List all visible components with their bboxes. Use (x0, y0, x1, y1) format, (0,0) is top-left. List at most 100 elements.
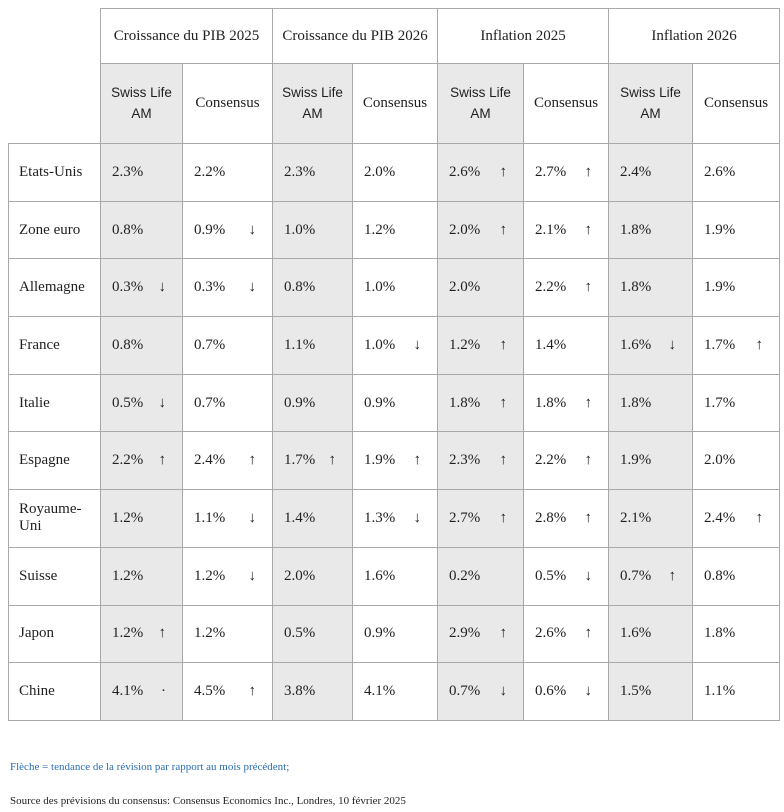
cell-content: 1.4% (274, 510, 352, 527)
country-label: Espagne (8, 431, 101, 491)
forecast-value: 2.2% (535, 279, 567, 296)
swiss-life-am-value-cell: 1.8% ↑ (437, 373, 525, 433)
table-row: Italie 0.5% ↓ 0.7% 0.9% 0.9% 1.8% ↑ 1.8% ↑ 1.8% 1.7… (8, 373, 781, 433)
swiss-life-am-value-cell: 1.6% ↓ (608, 316, 694, 375)
cell-content: 0.5% ↓ (525, 568, 608, 585)
consensus-value-cell: 1.9% (692, 258, 781, 318)
cell-content: 1.0% (274, 221, 352, 239)
swiss-life-am-value-cell: 2.0% (272, 546, 354, 606)
swiss-life-am-value-cell: 0.2% (437, 546, 525, 606)
consensus-value-cell: 2.0% (692, 431, 781, 491)
swiss-life-am-value-cell: 1.5% (608, 662, 694, 721)
cell-content: 1.2% (102, 568, 182, 585)
up-arrow-icon: ↑ (248, 452, 257, 469)
consensus-value-cell: 1.1% ↓ (181, 489, 274, 548)
consensus-value-cell: 1.2% ↓ (181, 546, 274, 606)
consensus-value-cell: 1.0% ↓ (352, 316, 439, 375)
forecast-value: 1.9% (704, 279, 736, 296)
country-label: Chine (8, 662, 101, 721)
up-arrow-icon: ↑ (584, 625, 593, 642)
forecast-value: 0.8% (112, 221, 144, 238)
forecast-value: 1.2% (194, 567, 226, 584)
cell-content: 1.6% ↓ (610, 336, 692, 354)
forecast-value: 1.2% (112, 509, 144, 526)
forecast-value: 1.4% (535, 336, 567, 353)
cell-content: 2.1% ↑ (525, 221, 608, 239)
cell-content: 1.7% (694, 395, 779, 412)
down-arrow-icon: ↓ (413, 509, 422, 526)
forecast-value: 2.0% (449, 221, 481, 238)
cell-content: 0.7% (184, 336, 272, 354)
up-arrow-icon: ↑ (755, 336, 764, 353)
down-arrow-icon: ↓ (499, 683, 508, 700)
forecast-value: 0.7% (194, 336, 226, 353)
cell-content: 1.0% (354, 279, 437, 296)
up-arrow-icon: ↑ (584, 221, 593, 238)
swiss-life-am-value-cell: 1.8% (608, 373, 694, 433)
swiss-life-am-value-cell: 0.5% ↓ (100, 373, 183, 433)
swiss-life-am-value-cell: 1.1% (272, 316, 354, 375)
consensus-value-cell: 2.2% (181, 143, 274, 202)
forecast-value: 2.1% (620, 509, 652, 526)
cell-content: 3.8% (274, 683, 352, 700)
swiss-life-am-value-cell: 2.9% ↑ (437, 604, 525, 664)
cell-content: 0.9% (274, 394, 352, 412)
forecast-value: 2.6% (535, 625, 567, 642)
cell-content: 1.6% (610, 625, 692, 642)
consensus-value-cell: 0.9% ↓ (181, 200, 274, 260)
consensus-value-cell: 1.9% (692, 200, 781, 260)
cell-content: 0.6% ↓ (525, 683, 608, 700)
forecast-value: 0.9% (284, 394, 316, 411)
group-header-pib-2025: Croissance du PIB 2025 (99, 8, 274, 64)
cell-content: 1.8% (610, 279, 692, 296)
swiss-life-am-value-cell: 2.4% (608, 143, 694, 202)
up-arrow-icon: ↑ (499, 163, 508, 180)
forecast-value: 1.8% (535, 394, 567, 411)
sub-header-consensus: Consensus (523, 63, 610, 144)
table-row: Suisse 1.2% 1.2% ↓ 2.0% 1.6% 0.2% 0.5% ↓ 0.7% ↑ 0.8… (8, 546, 781, 606)
consensus-value-cell: 1.7% ↑ (692, 316, 781, 375)
cell-content: 1.2% (102, 509, 182, 527)
up-arrow-icon: ↑ (499, 452, 508, 469)
swiss-life-am-value-cell: 1.9% (608, 431, 694, 491)
table-body: Etats-Unis 2.3% 2.2% 2.3% 2.0% 2.6% ↑ 2.7% ↑ 2.4%… (8, 143, 781, 721)
cell-content: 0.7% (184, 394, 272, 412)
cell-content: 4.1% (354, 683, 437, 700)
cell-content: 2.1% (610, 509, 692, 527)
forecast-value: 2.3% (112, 163, 144, 180)
forecast-value: 0.7% (194, 394, 226, 411)
forecast-value: 0.3% (112, 279, 144, 296)
forecast-value: 2.0% (284, 567, 316, 584)
forecast-value: 0.8% (112, 336, 144, 353)
cell-content: 2.0% (274, 567, 352, 585)
consensus-value-cell: 1.2% (181, 604, 274, 664)
down-arrow-icon: ↓ (668, 336, 677, 353)
up-arrow-icon: ↑ (755, 509, 764, 526)
swiss-life-am-value-cell: 2.0% (437, 258, 525, 318)
consensus-value-cell: 1.9% ↑ (352, 431, 439, 491)
cell-content: 2.8% ↑ (525, 509, 608, 527)
consensus-value-cell: 0.5% ↓ (523, 546, 610, 606)
swiss-life-am-value-cell: 2.6% ↑ (437, 143, 525, 202)
forecast-value: 1.0% (284, 221, 316, 238)
country-label: Japon (8, 604, 101, 664)
swiss-life-am-value-cell: 0.8% (100, 316, 183, 375)
table-row: Allemagne 0.3% ↓ 0.3% ↓ 0.8% 1.0% 2.0% 2.2% ↑ 1.8%… (8, 258, 781, 318)
cell-content: 0.8% (694, 568, 779, 585)
consensus-value-cell: 1.3% ↓ (352, 489, 439, 548)
table-row: Japon 1.2% ↑ 1.2% 0.5% 0.9% 2.9% ↑ 2.6% ↑ 1.6% 1.8% (8, 604, 781, 664)
cell-content: 1.9% ↑ (354, 452, 437, 469)
forecast-value: 0.9% (194, 221, 226, 238)
swiss-life-am-value-cell: 1.2% (100, 546, 183, 606)
forecast-value: 2.6% (449, 163, 481, 180)
consensus-value-cell: 2.0% (352, 143, 439, 202)
down-arrow-icon: ↓ (158, 394, 167, 411)
cell-content: 0.7% ↓ (439, 683, 523, 700)
table-row: Zone euro 0.8% 0.9% ↓ 1.0% 1.2% 2.0% ↑ 2.1% ↑ 1.8%… (8, 200, 781, 260)
cell-content: 1.8% (610, 395, 692, 412)
swiss-life-am-value-cell: 1.2% ↑ (100, 604, 183, 664)
cell-content: 4.1% · (102, 683, 182, 700)
forecast-value: 2.8% (535, 509, 567, 526)
table-corner-empty (8, 8, 101, 144)
consensus-value-cell: 2.1% ↑ (523, 200, 610, 260)
